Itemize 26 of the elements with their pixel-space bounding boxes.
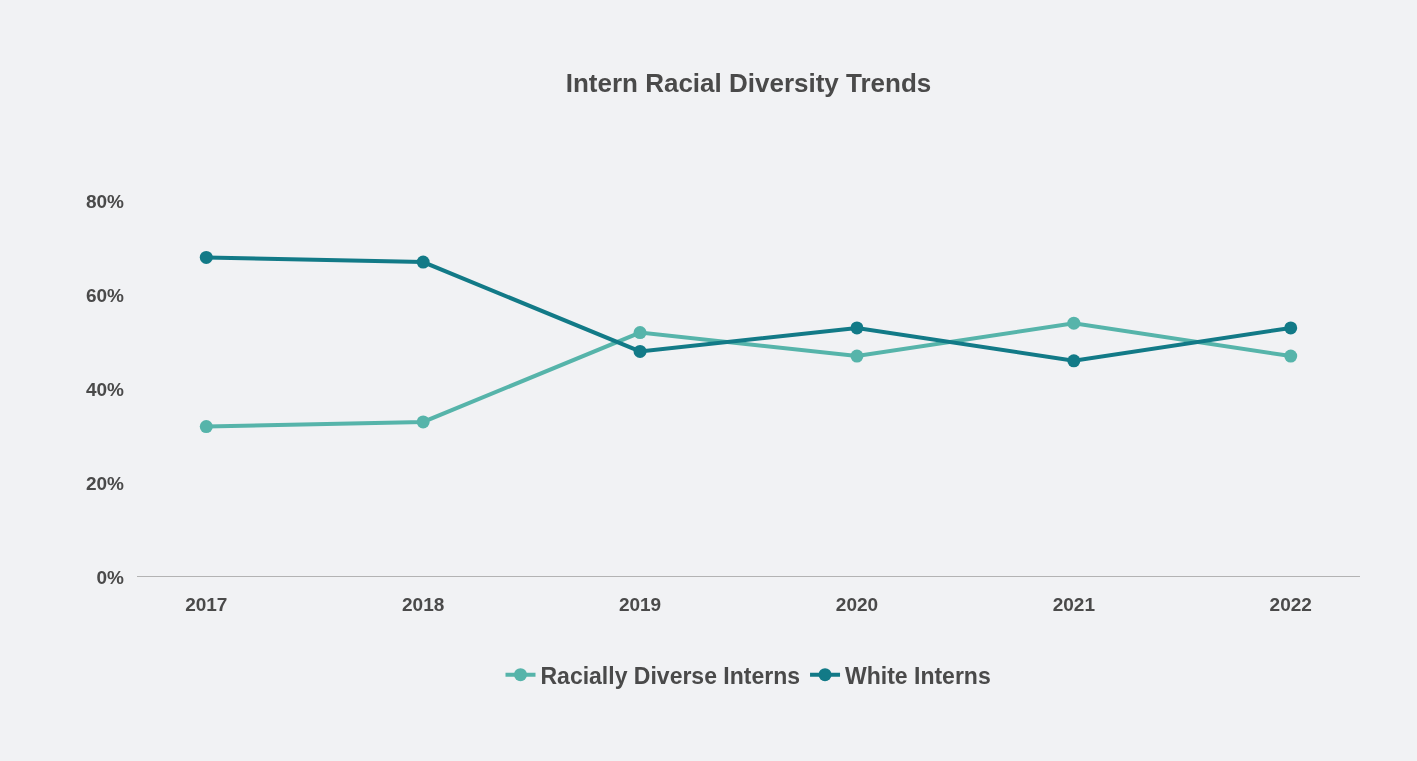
- point: [1067, 316, 1081, 330]
- point: [416, 255, 430, 269]
- point: [416, 415, 430, 429]
- x-tick-label: 2019: [618, 594, 662, 615]
- x-tick-label: 2017: [185, 594, 228, 615]
- point: [1284, 321, 1298, 335]
- point: [199, 420, 213, 434]
- chart-title: Intern Racial Diversity Trends: [565, 68, 932, 99]
- x-tick-label: 2018: [402, 594, 445, 615]
- legend-label: Racially Diverse Interns: [540, 662, 801, 689]
- x-tick-label: 2020: [835, 594, 879, 615]
- y-tick-label: 0%: [96, 566, 125, 588]
- legend-label: White Interns: [845, 662, 991, 689]
- y-tick-label: 40%: [85, 378, 125, 400]
- point: [850, 321, 864, 335]
- point: [633, 344, 647, 358]
- point: [850, 349, 864, 363]
- x-tick-label: 2022: [1269, 594, 1312, 615]
- point: [633, 326, 647, 340]
- point: [1284, 349, 1298, 363]
- y-tick-label: 20%: [85, 472, 125, 494]
- point: [199, 250, 213, 264]
- y-tick-label: 60%: [85, 284, 125, 306]
- y-tick-label: 80%: [85, 190, 125, 212]
- x-tick-label: 2021: [1052, 594, 1096, 615]
- point: [1067, 354, 1081, 368]
